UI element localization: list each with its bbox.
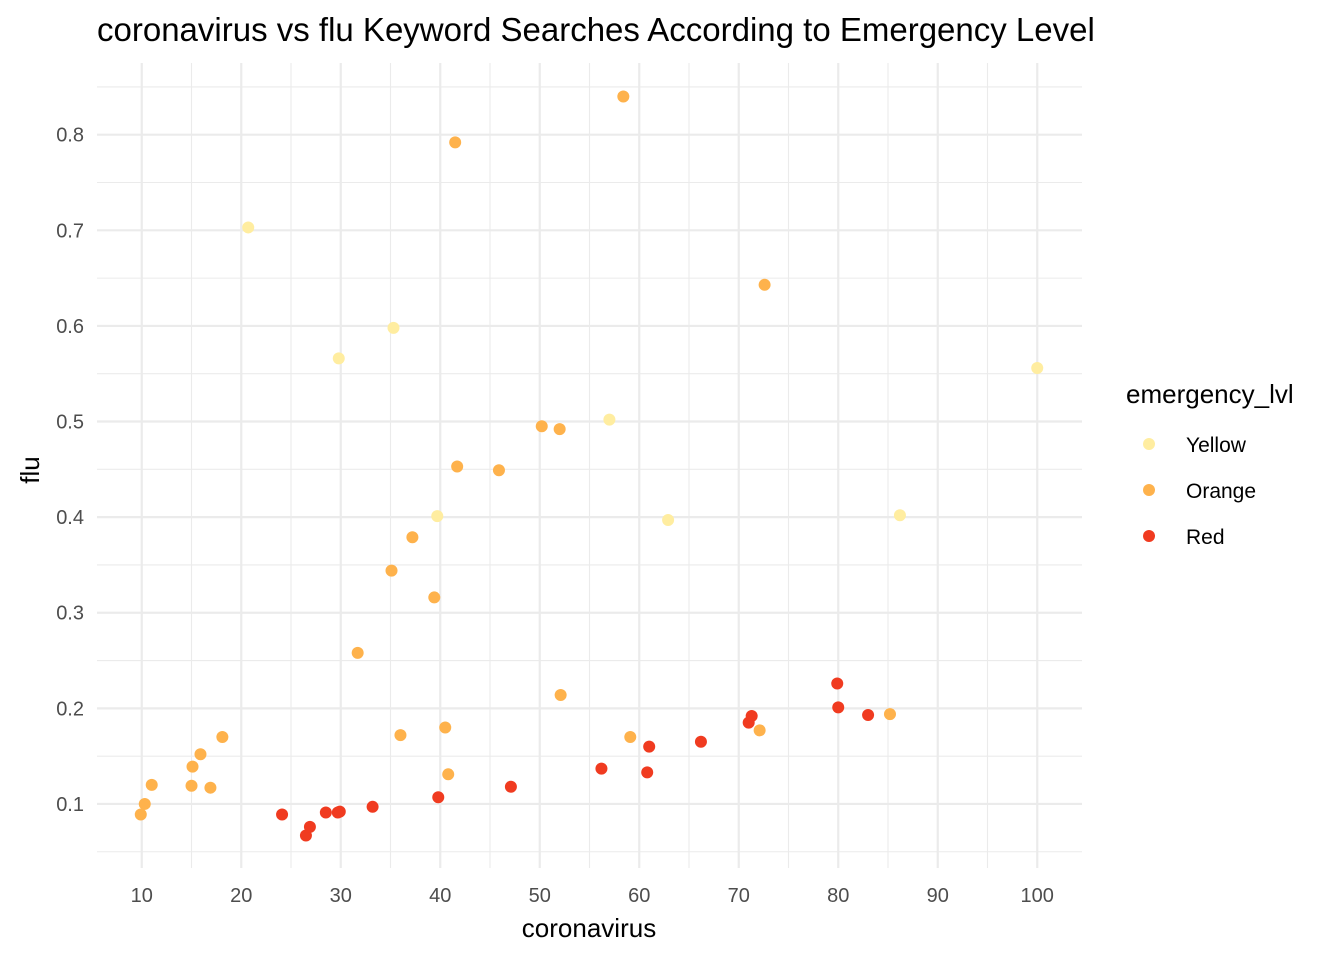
point-red <box>643 740 656 753</box>
y-tick-label: 0.4 <box>56 507 84 529</box>
point-red <box>862 709 875 722</box>
point-yellow <box>431 510 444 523</box>
y-tick-label: 0.6 <box>56 316 84 338</box>
point-orange <box>351 646 364 659</box>
legend-key-yellow <box>1143 438 1155 450</box>
point-orange <box>553 423 566 436</box>
point-red <box>504 780 517 793</box>
point-yellow <box>893 509 906 522</box>
point-orange <box>449 136 462 149</box>
point-orange <box>394 729 407 742</box>
point-red <box>641 766 654 779</box>
point-red <box>745 709 758 722</box>
point-red <box>831 677 844 690</box>
point-red <box>303 820 316 833</box>
x-tick-label: 40 <box>429 885 451 907</box>
x-axis-tick-labels: 10 20 30 40 50 60 70 80 90 100 <box>131 885 1054 907</box>
x-tick-label: 10 <box>131 885 153 907</box>
point-yellow <box>603 413 616 426</box>
legend-label-red: Red <box>1186 526 1225 549</box>
x-tick-label: 50 <box>529 885 551 907</box>
y-tick-label: 0.2 <box>56 698 84 720</box>
point-orange <box>617 90 630 103</box>
point-orange <box>624 731 637 744</box>
point-orange <box>406 531 419 544</box>
point-yellow <box>1031 361 1044 374</box>
point-yellow <box>242 221 255 234</box>
legend-key-red <box>1143 530 1155 542</box>
point-red <box>319 806 332 819</box>
legend-key-orange <box>1143 484 1155 496</box>
legend-label-yellow: Yellow <box>1186 434 1247 457</box>
x-tick-label: 100 <box>1021 885 1054 907</box>
y-tick-label: 0.5 <box>56 412 84 434</box>
point-red <box>595 762 608 775</box>
point-orange <box>138 797 151 810</box>
y-tick-label: 0.1 <box>56 794 84 816</box>
point-orange <box>439 721 452 734</box>
point-red <box>276 808 289 821</box>
point-orange <box>194 748 207 761</box>
point-red <box>366 800 379 813</box>
point-orange <box>385 564 398 577</box>
x-tick-label: 60 <box>628 885 650 907</box>
x-tick-label: 70 <box>728 885 750 907</box>
point-red <box>832 701 845 714</box>
point-red <box>432 791 445 804</box>
point-yellow <box>332 352 345 365</box>
point-orange <box>145 778 158 791</box>
chart-title: coronavirus vs flu Keyword Searches Acco… <box>97 11 1095 48</box>
point-orange <box>186 760 199 773</box>
y-axis-tick-labels: 0.1 0.2 0.3 0.4 0.5 0.6 0.7 0.8 <box>56 125 84 816</box>
x-tick-label: 80 <box>827 885 849 907</box>
point-orange <box>758 278 771 291</box>
x-tick-label: 20 <box>230 885 252 907</box>
y-axis-title: flu <box>15 456 45 483</box>
y-tick-label: 0.3 <box>56 603 84 625</box>
legend: emergency_lvl Yellow Orange Red <box>1126 379 1294 549</box>
point-orange <box>185 779 198 792</box>
point-orange <box>442 768 455 781</box>
legend-title: emergency_lvl <box>1126 379 1294 409</box>
y-tick-label: 0.7 <box>56 220 84 242</box>
point-orange <box>753 724 766 737</box>
grid <box>97 63 1082 868</box>
point-orange <box>428 591 441 604</box>
point-orange <box>492 464 505 477</box>
point-yellow <box>387 321 400 334</box>
data-points <box>134 90 1044 842</box>
y-tick-label: 0.8 <box>56 125 84 147</box>
x-tick-label: 90 <box>927 885 949 907</box>
point-orange <box>883 708 896 721</box>
point-orange <box>535 420 548 433</box>
point-orange <box>216 731 229 744</box>
point-orange <box>134 808 147 821</box>
x-axis-title: coronavirus <box>522 913 656 943</box>
legend-label-orange: Orange <box>1186 480 1256 503</box>
point-orange <box>554 688 567 701</box>
x-tick-label: 30 <box>330 885 352 907</box>
point-red <box>333 805 346 818</box>
point-yellow <box>662 513 675 526</box>
point-orange <box>204 781 217 794</box>
point-red <box>694 735 707 748</box>
point-orange <box>451 460 464 473</box>
